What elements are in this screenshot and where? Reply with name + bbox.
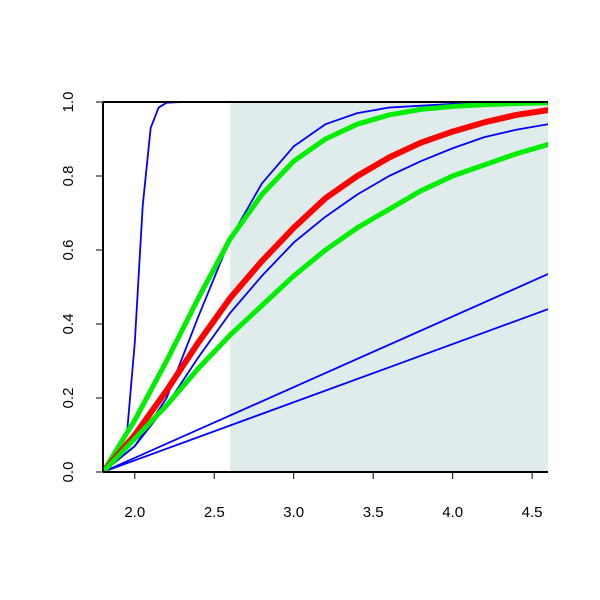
y-tick-label: 0.0 <box>60 462 77 483</box>
y-tick-label: 0.6 <box>60 240 77 261</box>
y-tick-label: 0.2 <box>60 388 77 409</box>
x-tick-label: 3.0 <box>283 504 304 521</box>
x-tick-label: 2.5 <box>204 504 225 521</box>
x-tick-label: 4.0 <box>442 504 463 521</box>
x-tick-label: 4.5 <box>522 504 543 521</box>
series-line-2 <box>103 102 548 472</box>
y-tick-label: 1.0 <box>60 92 77 113</box>
axes-layer: 2.0 2.5 3.0 3.5 4.0 4.5 0.0 0.2 0.4 0.6 0.8 1.0 <box>60 92 548 521</box>
x-tick-label: 3.5 <box>363 504 384 521</box>
series-line-6 <box>103 102 548 472</box>
series-line-7 <box>103 107 548 472</box>
series-line-5 <box>103 308 548 472</box>
series-line-4 <box>103 273 548 472</box>
x-tick-label: 2.0 <box>124 504 145 521</box>
y-tick-label: 0.4 <box>60 314 77 335</box>
series-layer <box>103 102 548 472</box>
series-line-8 <box>103 142 548 472</box>
y-tick-label: 0.8 <box>60 166 77 187</box>
